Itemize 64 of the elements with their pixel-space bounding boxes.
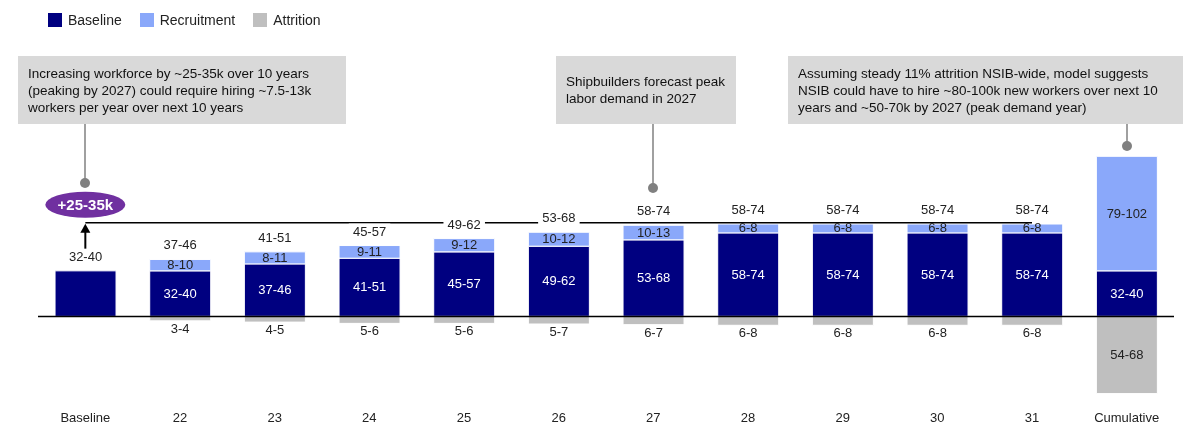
x-tick-label: 26 — [551, 410, 566, 426]
bar — [54, 270, 117, 317]
text: Increasing workforce by ~25-35k over 10 years (peaking by 2027) could require hiring ~7.5-13k workers per year over next 10 years — [28, 64, 313, 116]
x-tick-label: 28 — [740, 410, 756, 426]
total-label: 53-68 — [542, 210, 576, 226]
total-label: 49-62 — [447, 216, 481, 232]
x-tick-label: 29 — [835, 410, 850, 426]
data-label: 10-12 — [542, 231, 576, 247]
data-label: 3-4 — [170, 320, 190, 336]
data-label: 58-74 — [826, 266, 860, 282]
data-label: 45-57 — [447, 276, 481, 292]
x-tick-label: Baseline — [60, 410, 111, 426]
data-label: 58-74 — [920, 266, 955, 282]
data-label: 6-8 — [833, 325, 853, 341]
x-tick-label: 22 — [172, 410, 188, 426]
data-label: 6-8 — [833, 220, 853, 236]
total-label: 58-74 — [636, 203, 671, 219]
x-tick-label: 30 — [930, 410, 945, 426]
text: Assuming steady 11% attrition NSIB-wide, model suggests NSIB could have to hire ~80-100k new workers over next 10 years and ~50-70k by 2027 (peak demand year) — [798, 64, 1159, 116]
data-label: 5-6 — [454, 323, 474, 339]
x-tick-label: 25 — [456, 410, 472, 426]
total-label: 37-46 — [163, 237, 197, 253]
ref-line-label: +25-35k — [57, 195, 114, 213]
data-label: 32-40 — [1110, 285, 1144, 301]
x-tick-label: 31 — [1024, 410, 1040, 426]
data-label: 6-7 — [644, 324, 663, 340]
total-label: 58-74 — [1015, 202, 1049, 218]
legend-label: Recruitment — [159, 12, 236, 28]
data-label: 49-62 — [542, 273, 576, 289]
data-label: 79-102 — [1106, 205, 1148, 221]
data-label: 32-40 — [163, 285, 197, 301]
x-tick-label: Cumulative — [1094, 410, 1160, 426]
data-label: 37-46 — [258, 282, 292, 298]
data-label: 6-8 — [738, 325, 758, 341]
total-label: 58-74 — [731, 202, 765, 218]
data-label: 6-8 — [1022, 220, 1042, 236]
data-label: 8-11 — [262, 249, 288, 265]
data-label: 58-74 — [731, 266, 765, 282]
data-label: 6-8 — [738, 220, 758, 236]
data-label: 4-5 — [265, 322, 285, 338]
data-label: 53-68 — [636, 270, 671, 286]
data-label: 58-74 — [1015, 266, 1049, 282]
total-label: 32-40 — [68, 248, 103, 264]
data-label: 8-10 — [167, 257, 194, 273]
text: Shipbuilders forecast peak labor demand in 2027 — [566, 73, 726, 107]
data-label: 41-51 — [352, 279, 387, 295]
total-label: 58-74 — [826, 202, 860, 218]
data-label: 5-6 — [360, 323, 379, 339]
data-label: 9-12 — [451, 237, 478, 253]
total-label: 58-74 — [920, 202, 955, 218]
data-label: 5-7 — [549, 324, 569, 340]
data-label: 6-8 — [928, 220, 947, 236]
data-label: 6-8 — [1022, 325, 1042, 341]
total-label: 45-57 — [352, 223, 387, 239]
total-label: 41-51 — [258, 229, 292, 245]
data-label: 9-11 — [357, 243, 383, 259]
legend-label: Baseline — [68, 12, 122, 28]
data-label: 54-68 — [1110, 347, 1144, 363]
x-tick-label: 27 — [646, 410, 661, 426]
x-tick-label: 23 — [267, 410, 282, 426]
x-tick-label: 24 — [362, 410, 377, 426]
data-label: 10-13 — [636, 224, 671, 240]
data-label: 6-8 — [928, 325, 947, 341]
legend-label: Attrition — [273, 12, 321, 28]
